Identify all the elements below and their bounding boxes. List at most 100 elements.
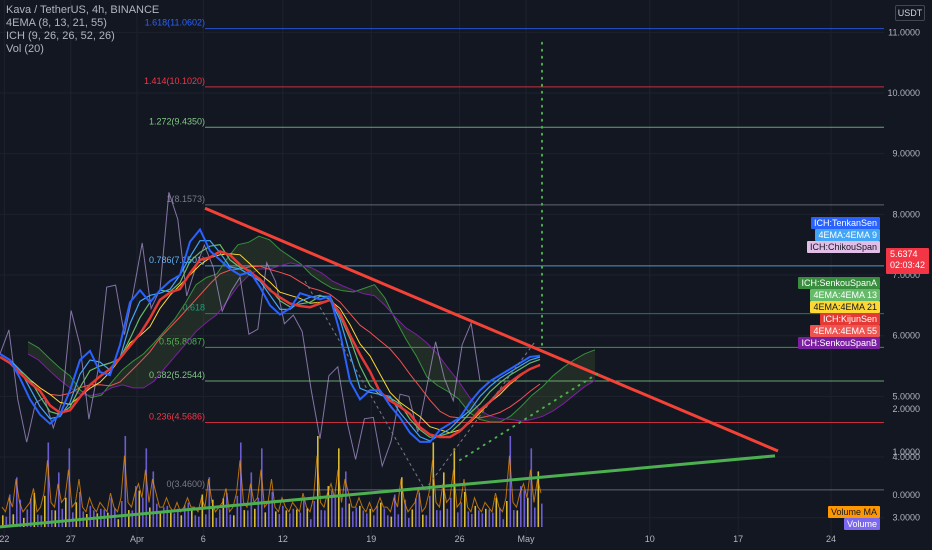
legend-symbol[interactable]: Kava / TetherUS, 4h, BINANCE [6,4,160,16]
volume-bar [310,519,312,527]
volume-bar [397,514,400,527]
volume-bar [131,510,134,527]
volume-bar [44,495,46,527]
volume-bar [184,505,186,527]
chart-legend: Kava / TetherUS, 4h, BINANCE 4EMA (8, 13… [6,4,159,56]
volume-bar [117,519,120,527]
volume-bar [299,512,302,527]
price-tick-label: 10.0000 [887,88,920,98]
volume-bar [422,514,424,527]
volume-bar [282,505,284,527]
volume-bar [306,508,309,527]
volume-tag: Volume [843,518,880,530]
time-tick-label: 10 [645,534,655,544]
volume-bar [380,502,382,527]
volume-bar [240,442,242,527]
volume-bar [215,517,218,527]
volume-bar [425,515,428,527]
volume-bar [460,502,463,527]
volume-bar [327,486,330,527]
volume-bar [411,509,414,527]
volume-bar [208,477,211,527]
price-axis[interactable]: 11.0000 10.0000 9.0000 8.0000 7.0000 6.0000 5.… [884,0,932,550]
volume-bar [457,512,459,527]
price-tick-label: 4.0000 [892,452,920,462]
currency-label[interactable]: USDT [895,5,925,21]
volume-bar [107,512,109,527]
support-trendline [0,454,776,529]
indicator-tag: ICH:TenkanSen [810,217,880,229]
legend-ema[interactable]: 4EMA (8, 13, 21, 55) [6,17,107,29]
volume-bar [33,492,36,527]
indicator-tag: ICH:SenkouSpanB [798,337,880,349]
volume-bar [366,513,368,527]
time-axis[interactable]: 22 27 Apr 6 12 19 26 May 10 17 24 [0,534,836,544]
volume-bar [30,498,32,527]
fib-label: 0(3.4600) [166,479,205,489]
volume-bar [124,436,127,527]
indicator-tag: ICH:ChikouSpan [806,241,880,253]
ema-21-line [0,253,541,434]
volume-bar [89,505,92,527]
volume-bar [177,508,179,527]
volume-bar [485,508,487,527]
fib-label: 0.5(5.8087) [159,336,205,346]
volume-bar [264,512,267,527]
volume-bar [506,501,508,527]
volume-bar [222,498,225,527]
tenkan-sen-line [0,227,541,443]
volume-bar [212,499,214,527]
volume-bar [145,448,148,527]
volume-bar [194,515,197,527]
volume-bar [436,510,438,527]
volume-bar [159,511,162,527]
legend-ich[interactable]: ICH (9, 26, 26, 52, 26) [6,30,115,42]
volume-bar [446,508,449,527]
volume-bar [86,514,88,527]
resistance-trendline [204,206,779,453]
volume-bar [362,510,365,527]
kijun-sen-line [0,250,541,439]
price-tick-label: 3.0000 [892,513,920,523]
time-tick-label: Apr [130,534,144,544]
fib-anchor-line [304,280,426,491]
volume-bar [348,503,351,527]
volume-bar [58,472,60,527]
legend-vol[interactable]: Vol (20) [6,43,44,55]
indicator-tag: 4EMA:4EMA 13 [810,289,880,301]
volume-bar [369,508,372,527]
volume-bar [317,436,319,527]
volume-bar [278,514,281,527]
indicator-series [0,192,596,468]
volume-bar [404,499,407,527]
ema-13-line [0,244,541,438]
volume-bar [96,513,99,527]
volume-bar [331,490,333,527]
indicator-tag: 4EMA:4EMA 9 [815,229,880,241]
volume-bar [467,511,470,527]
volume-bar [513,510,515,527]
volume-bar [429,495,431,527]
fib-label: 0.786(7.1501) [149,255,205,265]
volume-bar [373,515,375,527]
volume-bar [51,510,53,527]
price-tick-label: 11.0000 [888,27,920,37]
current-price-tag: 5.6374 02:03:42 [886,248,930,274]
volume-bar [243,510,246,527]
fib-label: 0.236(4.5686) [149,412,205,422]
volume-bar [219,509,221,527]
volume-bar [37,514,39,527]
volume-bar [54,510,57,527]
volume-bar [110,497,113,527]
volume-bar [198,516,200,527]
volume-bar [121,501,123,527]
volume-bar [313,501,316,527]
volume-bar [292,508,295,527]
volume-bar [166,505,169,527]
volume-bar [355,507,358,527]
volume-bar [2,515,4,527]
volume-bar [40,515,43,527]
volume-bar [65,497,67,527]
volume-bar [9,494,11,527]
